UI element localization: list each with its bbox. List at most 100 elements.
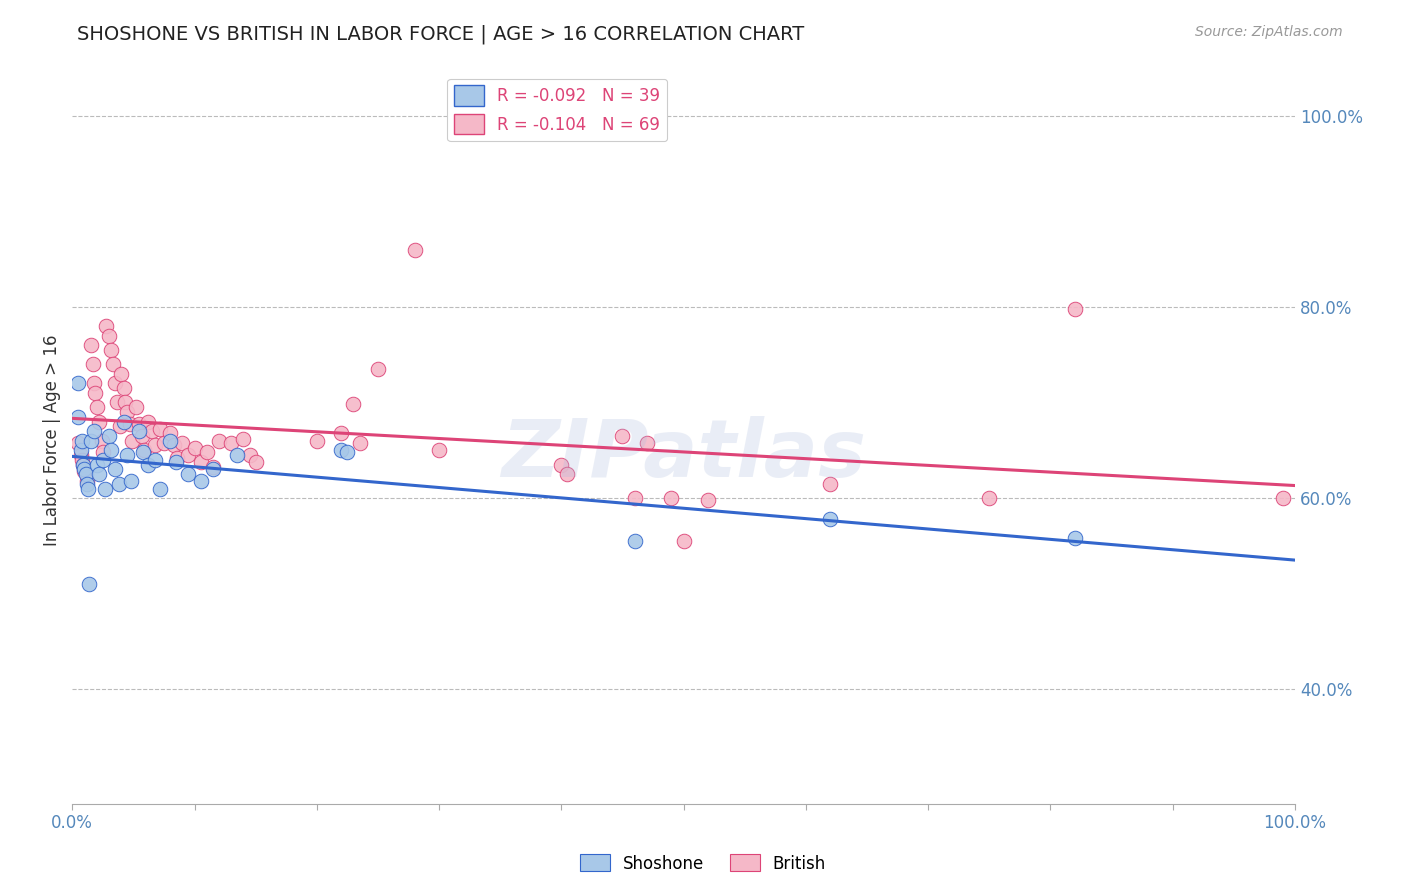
Point [165, 455, 187, 469]
Point [72, 458, 94, 472]
Point [697, 493, 720, 508]
Point [159, 425, 181, 440]
Point [195, 445, 218, 459]
Point [97, 429, 120, 443]
Y-axis label: In Labor Force | Age > 16: In Labor Force | Age > 16 [44, 335, 60, 547]
Point [145, 453, 167, 467]
Point [149, 422, 172, 436]
Point [305, 434, 328, 448]
Point [820, 476, 842, 491]
Point [107, 395, 129, 409]
Legend: Shoshone, British: Shoshone, British [574, 847, 832, 880]
Point [367, 362, 389, 376]
Point [112, 415, 135, 429]
Point [101, 357, 124, 371]
Point [107, 476, 129, 491]
Point [201, 460, 224, 475]
Point [79, 434, 101, 448]
Point [131, 429, 153, 443]
Point [86, 401, 108, 415]
Point [136, 415, 159, 429]
Point [94, 482, 117, 496]
Point [226, 448, 249, 462]
Point [67, 376, 90, 391]
Point [1064, 531, 1087, 545]
Text: Source: ZipAtlas.com: Source: ZipAtlas.com [1195, 25, 1343, 39]
Point [330, 425, 353, 440]
Point [110, 367, 132, 381]
Point [83, 376, 105, 391]
Point [219, 435, 242, 450]
Point [79, 577, 101, 591]
Point [73, 462, 96, 476]
Text: ZIPatlas: ZIPatlas [501, 417, 866, 494]
Point [120, 474, 142, 488]
Point [557, 467, 579, 482]
Point [190, 474, 212, 488]
Point [100, 343, 122, 357]
Point [97, 328, 120, 343]
Point [90, 434, 112, 448]
Point [177, 467, 200, 482]
Point [132, 445, 155, 459]
Point [89, 467, 111, 482]
Point [118, 417, 141, 431]
Legend: R = -0.092   N = 39, R = -0.104   N = 69: R = -0.092 N = 39, R = -0.104 N = 69 [447, 78, 666, 141]
Point [67, 409, 90, 424]
Point [128, 424, 150, 438]
Point [77, 482, 100, 496]
Point [979, 491, 1001, 505]
Point [672, 534, 695, 549]
Point [136, 458, 159, 472]
Point [84, 385, 107, 400]
Point [550, 458, 572, 472]
Point [172, 435, 194, 450]
Point [79, 338, 101, 352]
Point [336, 445, 359, 459]
Point [117, 405, 139, 419]
Point [70, 453, 93, 467]
Point [232, 432, 254, 446]
Point [190, 455, 212, 469]
Point [134, 443, 156, 458]
Point [76, 476, 98, 491]
Point [349, 435, 371, 450]
Point [159, 434, 181, 448]
Point [69, 443, 91, 458]
Text: SHOSHONE VS BRITISH IN LABOR FORCE | AGE > 16 CORRELATION CHART: SHOSHONE VS BRITISH IN LABOR FORCE | AGE… [77, 25, 804, 45]
Point [72, 458, 94, 472]
Point [623, 491, 645, 505]
Point [149, 482, 172, 496]
Point [153, 435, 176, 450]
Point [104, 462, 127, 476]
Point [636, 435, 658, 450]
Point [83, 424, 105, 438]
Point [86, 458, 108, 472]
Point [73, 464, 96, 478]
Point [330, 443, 353, 458]
Point [114, 395, 136, 409]
Point [91, 453, 114, 467]
Point [177, 448, 200, 462]
Point [661, 491, 683, 505]
Point [125, 401, 148, 415]
Point [89, 415, 111, 429]
Point [69, 448, 91, 462]
Point [108, 419, 131, 434]
Point [342, 397, 364, 411]
Point [104, 376, 127, 391]
Point [96, 318, 118, 333]
Point [404, 243, 426, 257]
Point [117, 448, 139, 462]
Point [121, 434, 143, 448]
Point [75, 467, 97, 482]
Point [427, 443, 450, 458]
Point [91, 445, 114, 459]
Point [245, 455, 267, 469]
Point [820, 512, 842, 526]
Point [183, 442, 205, 456]
Point [623, 534, 645, 549]
Point [166, 450, 188, 465]
Point [82, 357, 104, 371]
Point [67, 435, 90, 450]
